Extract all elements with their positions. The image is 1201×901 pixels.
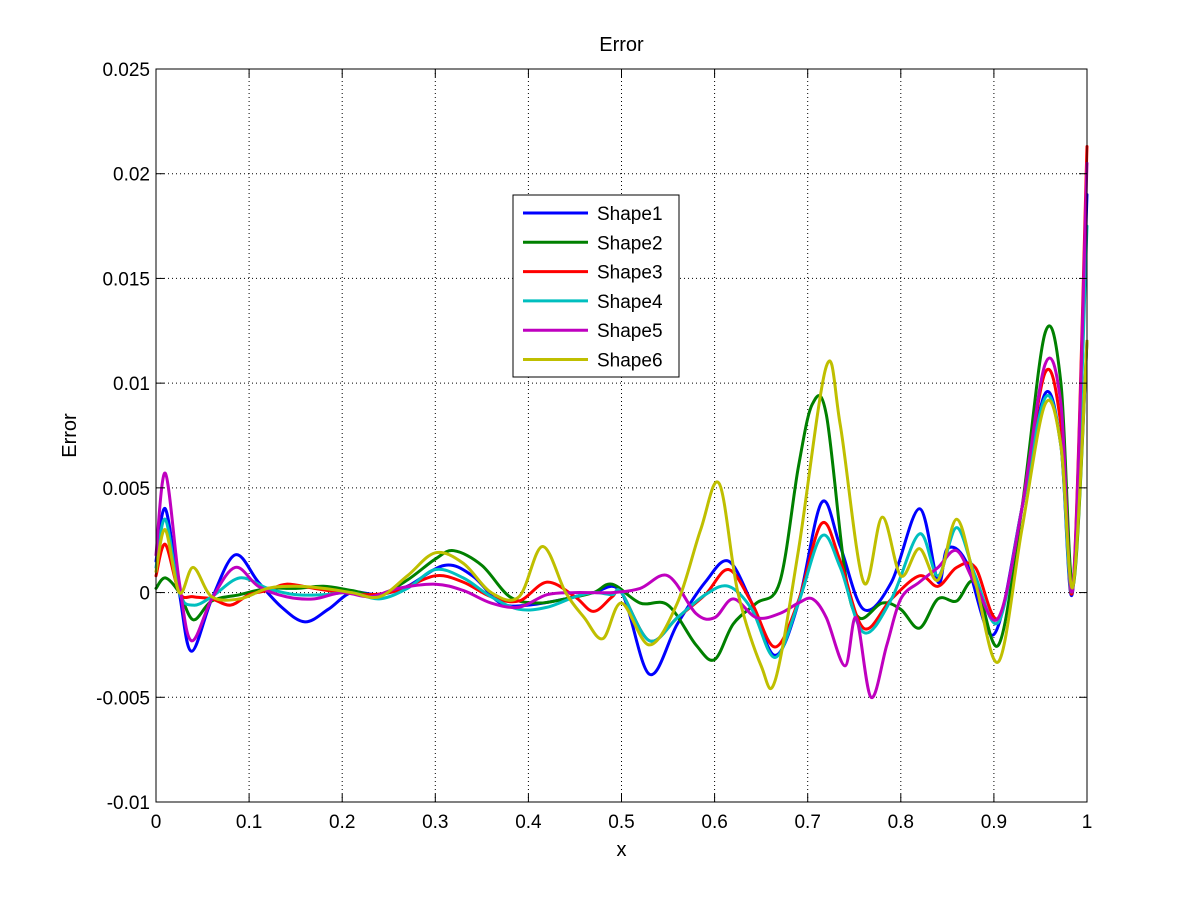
legend-label: Shape2 [597,233,663,254]
legend-label: Shape3 [597,263,663,284]
x-axis-title: x [617,839,627,861]
y-tick-label: 0.025 [102,60,150,81]
x-tick-label: 0.8 [888,812,914,833]
chart-title: Error [599,34,644,56]
x-tick-label: 1 [1082,812,1093,833]
x-tick-label: 0.1 [236,812,262,833]
x-tick-label: 0.7 [794,812,820,833]
legend: Shape1 Shape2 Shape3 Shape4 Shape5 Shape6 [512,194,680,378]
axis-ticks: 0 0.1 0.2 0.3 0.4 0.5 0.6 0.7 0.8 0.9 1 -0.01 -0.005… [96,60,1092,833]
y-tick-label: 0.02 [113,165,150,186]
x-tick-label: 0 [151,812,162,833]
series-line-shape4 [154,224,1089,659]
series-line-shape2 [154,324,1089,662]
plot-area [156,69,1087,802]
series-line-shape6 [154,339,1089,690]
x-tick-label: 0.6 [701,812,727,833]
x-tick-label: 0.5 [608,812,634,833]
legend-label: Shape4 [597,292,663,313]
y-tick-label: 0.005 [102,479,150,500]
x-tick-label: 0.2 [329,812,355,833]
series-line-shape5 [154,161,1089,699]
legend-items: Shape1 Shape2 Shape3 Shape4 Shape5 Shape6 [523,204,663,372]
y-tick-label: -0.005 [96,688,150,709]
x-tick-label: 0.3 [422,812,448,833]
legend-label: Shape1 [597,204,663,225]
legend-label: Shape6 [597,351,663,372]
x-tick-label: 0.4 [515,812,542,833]
legend-box [512,194,680,378]
y-axis-title: Error [59,413,81,458]
y-tick-label: 0 [139,584,150,605]
y-tick-label: 0.01 [113,374,150,395]
x-tick-label: 0.9 [981,812,1007,833]
series-lines [154,144,1089,699]
y-tick-label: 0.015 [102,269,150,290]
legend-label: Shape5 [597,321,663,342]
y-tick-label: -0.01 [107,793,150,814]
